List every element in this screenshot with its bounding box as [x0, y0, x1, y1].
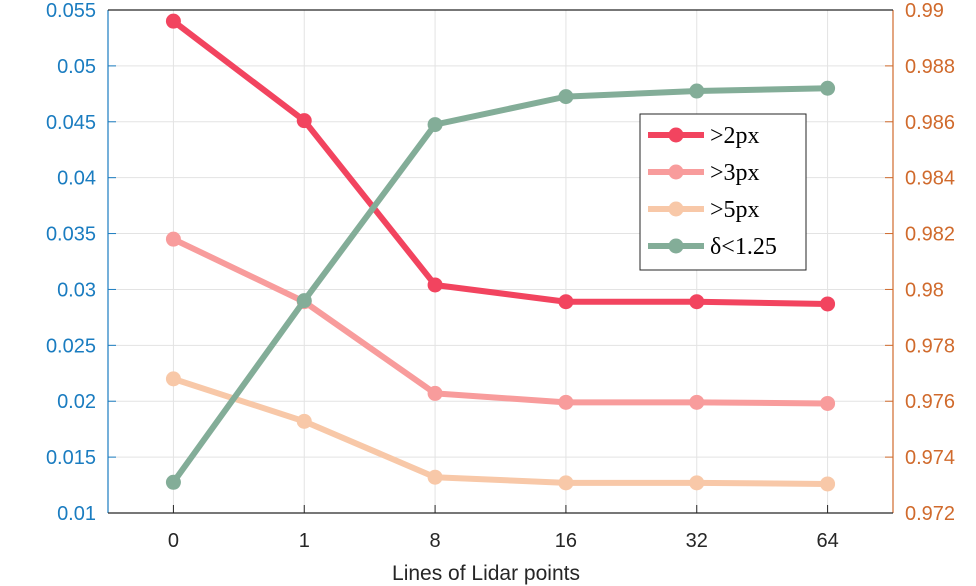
y-right-tick-label: 0.976 [905, 391, 955, 413]
y-right-tick-label: 0.988 [905, 56, 955, 78]
x-tick-label: 16 [555, 530, 577, 552]
data-point [689, 294, 705, 310]
legend-swatch-marker [668, 164, 684, 180]
y-left-tick-label: 0.02 [57, 391, 96, 413]
y-left-tick-label: 0.04 [57, 168, 96, 190]
y-left-tick-label: 0.05 [57, 56, 96, 78]
y-left-tick-label: 0.03 [57, 279, 96, 301]
data-point [427, 385, 443, 401]
data-point [427, 117, 443, 133]
x-tick-label: 8 [430, 530, 441, 552]
legend-swatch-marker [668, 127, 684, 143]
legend-entry-label: δ<1.25 [710, 234, 777, 260]
x-tick-label: 0 [168, 530, 179, 552]
y-left-tick-label: 0.035 [46, 224, 96, 246]
legend-swatch-marker [668, 201, 684, 217]
data-point [558, 394, 574, 410]
x-axis-label: Lines of Lidar points [392, 562, 580, 585]
legend-swatch-marker [668, 238, 684, 254]
axes: 0.01 0.015 0.02 0.025 0.03 0.035 0.04 0.045 0.05… [46, 0, 955, 552]
data-point [820, 395, 836, 411]
y-right-tick-label: 0.972 [905, 503, 955, 525]
data-point [820, 296, 836, 312]
data-point [689, 83, 705, 99]
y-left-tick-label: 0.01 [57, 503, 96, 525]
data-point [820, 476, 836, 492]
data-point [427, 469, 443, 485]
x-tick-label: 1 [299, 530, 310, 552]
y-right-tick-label: 0.986 [905, 112, 955, 134]
grid-lines [108, 9, 893, 514]
data-point [689, 394, 705, 410]
data-point [558, 475, 574, 491]
y-right-tick-label: 0.974 [905, 447, 955, 469]
y-left-tick-label: 0.015 [46, 447, 96, 469]
y-right-tick-label: 0.978 [905, 335, 955, 357]
legend: >2px >3px >5px δ<1.25 [639, 113, 807, 271]
y-right-tick-label: 0.982 [905, 224, 955, 246]
data-point [558, 294, 574, 310]
data-point [165, 13, 181, 29]
legend-entry-label: >3px [710, 160, 760, 186]
series-line [170, 236, 831, 407]
data-point [427, 277, 443, 293]
x-tick-label: 32 [686, 530, 708, 552]
y-left-tick-label: 0.055 [46, 0, 96, 22]
data-series [165, 13, 836, 492]
series-line [170, 375, 831, 487]
data-point [296, 113, 312, 129]
legend-entry-label: >5px [710, 197, 760, 223]
y-left-tick-label: 0.045 [46, 112, 96, 134]
y-right-tick-label: 0.984 [905, 168, 955, 190]
data-point [296, 293, 312, 309]
data-point [558, 89, 574, 105]
data-point [296, 413, 312, 429]
data-point [165, 474, 181, 490]
data-point [820, 80, 836, 96]
y-right-tick-label: 0.99 [905, 0, 944, 22]
y-left-tick-label: 0.025 [46, 335, 96, 357]
data-point [165, 231, 181, 247]
data-point [165, 371, 181, 387]
legend-entry-label: >2px [710, 123, 760, 149]
y-right-tick-label: 0.98 [905, 279, 944, 301]
data-point [689, 475, 705, 491]
series-line [170, 18, 831, 307]
x-tick-label: 64 [816, 530, 838, 552]
series-line [170, 85, 831, 486]
